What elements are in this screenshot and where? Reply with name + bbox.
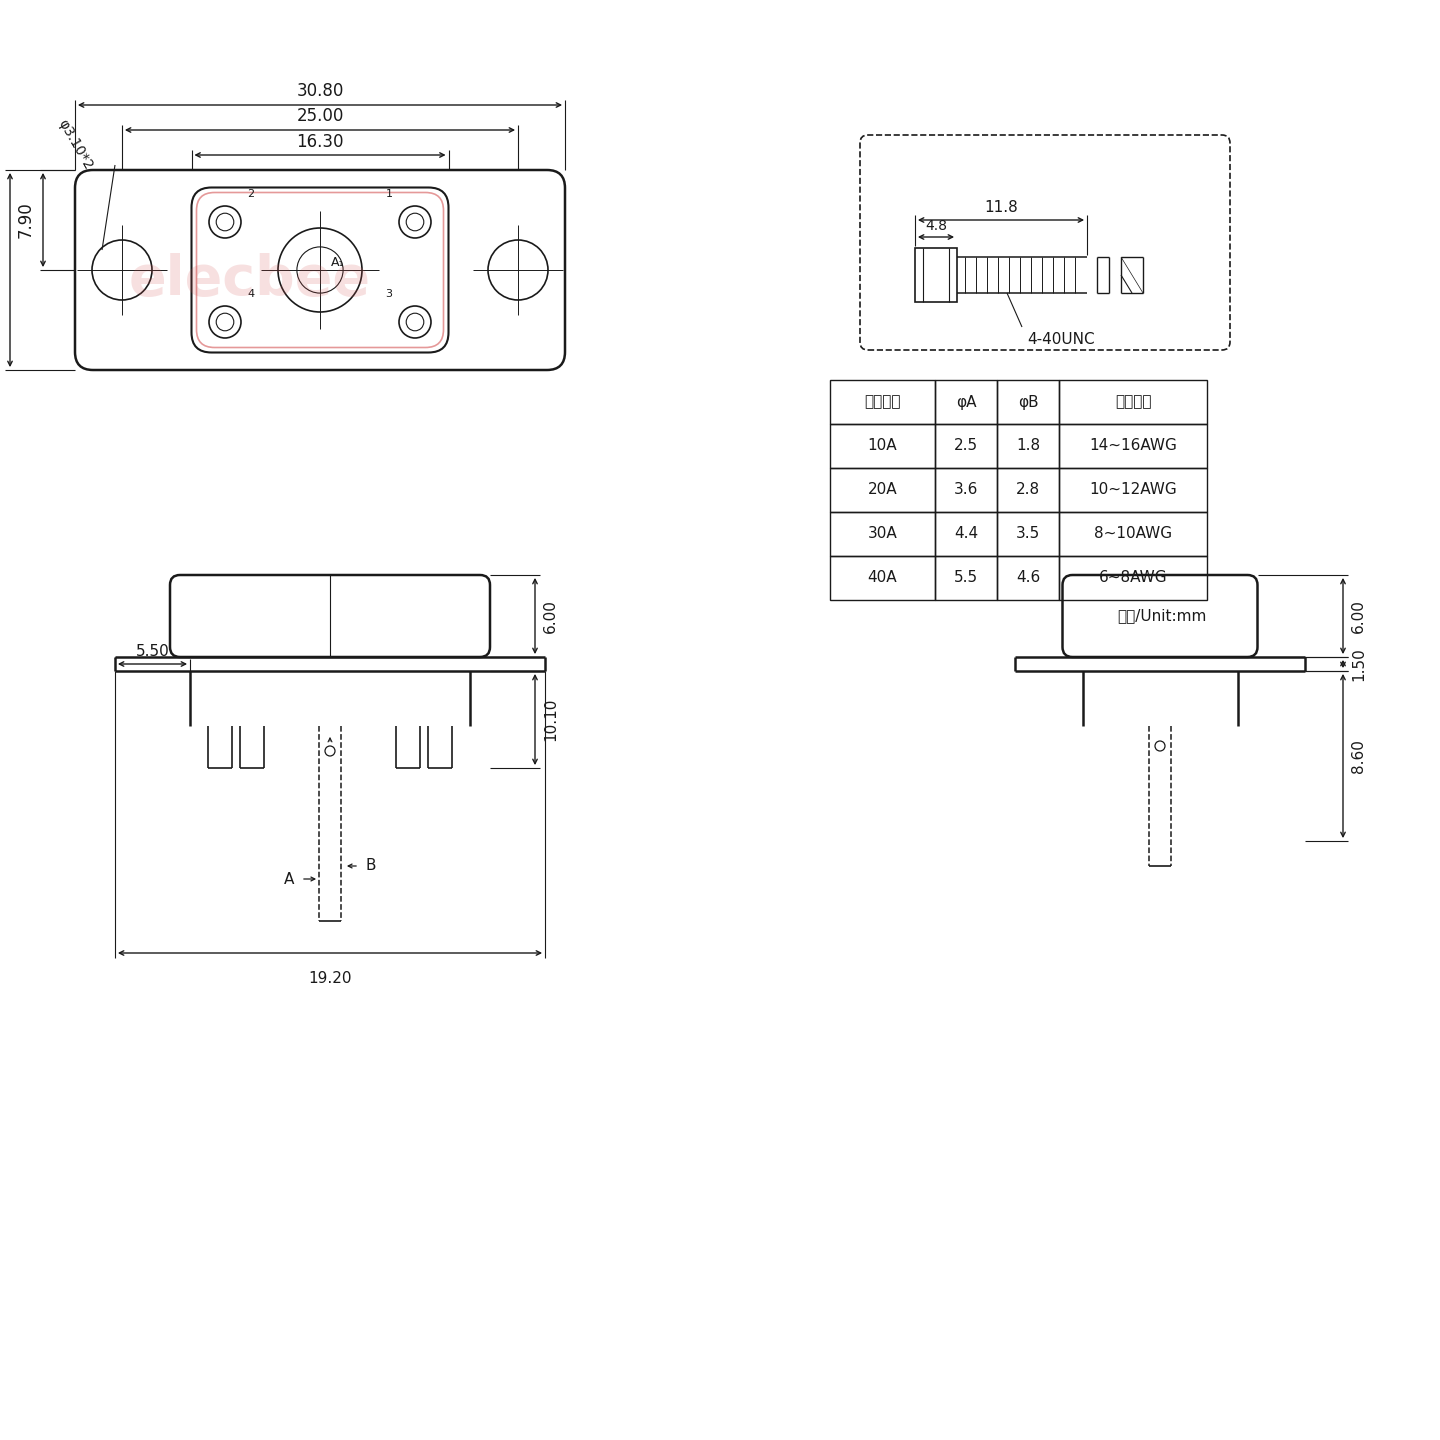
Text: elecbee: elecbee xyxy=(130,253,372,307)
Text: 4.4: 4.4 xyxy=(953,527,978,541)
Bar xyxy=(996,513,1058,556)
Text: 7.90: 7.90 xyxy=(17,202,35,239)
Text: 10~12AWG: 10~12AWG xyxy=(1089,482,1176,497)
Bar xyxy=(1058,468,1207,513)
Text: 30.80: 30.80 xyxy=(297,82,344,99)
Text: 30A: 30A xyxy=(868,527,897,541)
Text: 4.6: 4.6 xyxy=(1015,570,1040,586)
Text: 5.50: 5.50 xyxy=(135,644,170,660)
Bar xyxy=(996,380,1058,423)
Text: 8~10AWG: 8~10AWG xyxy=(1094,527,1172,541)
Text: 11.8: 11.8 xyxy=(984,200,1018,215)
Text: 3.5: 3.5 xyxy=(1015,527,1040,541)
Bar xyxy=(1058,556,1207,600)
Text: φA: φA xyxy=(956,395,976,409)
Text: 2: 2 xyxy=(248,189,255,199)
Text: 10A: 10A xyxy=(868,439,897,454)
Text: 6.00: 6.00 xyxy=(543,599,559,634)
Bar xyxy=(829,380,935,423)
Bar xyxy=(996,556,1058,600)
Text: 3.6: 3.6 xyxy=(953,482,978,497)
Bar xyxy=(996,423,1058,468)
Text: A: A xyxy=(284,871,294,887)
Text: 1.8: 1.8 xyxy=(1017,439,1040,454)
Bar xyxy=(1058,380,1207,423)
Text: 1.50: 1.50 xyxy=(1351,647,1367,681)
Bar xyxy=(829,423,935,468)
Text: 线材规格: 线材规格 xyxy=(1115,395,1151,409)
Text: B: B xyxy=(366,858,376,874)
Text: 2.5: 2.5 xyxy=(953,439,978,454)
Text: 4-40UNC: 4-40UNC xyxy=(1027,333,1094,347)
Text: 16.30: 16.30 xyxy=(297,132,344,151)
Text: 14~16AWG: 14~16AWG xyxy=(1089,439,1176,454)
Bar xyxy=(935,556,996,600)
Text: φ3.10*2: φ3.10*2 xyxy=(55,118,95,173)
Text: A₁: A₁ xyxy=(331,255,344,268)
Bar xyxy=(1058,423,1207,468)
Text: 6.00: 6.00 xyxy=(1351,599,1367,634)
Bar xyxy=(829,468,935,513)
Bar xyxy=(829,556,935,600)
Text: 3: 3 xyxy=(386,289,393,300)
Text: 4: 4 xyxy=(248,289,255,300)
Text: 40A: 40A xyxy=(868,570,897,586)
Text: 25.00: 25.00 xyxy=(297,107,344,125)
Text: φB: φB xyxy=(1018,395,1038,409)
Bar xyxy=(935,423,996,468)
Text: 额定电流: 额定电流 xyxy=(864,395,901,409)
Bar xyxy=(935,513,996,556)
Text: 10.10: 10.10 xyxy=(543,698,559,742)
Bar xyxy=(829,513,935,556)
Bar xyxy=(1058,513,1207,556)
Text: 单位/Unit:mm: 单位/Unit:mm xyxy=(1117,608,1207,624)
Text: 5.5: 5.5 xyxy=(953,570,978,586)
Text: 4.8: 4.8 xyxy=(924,219,948,233)
Bar xyxy=(935,468,996,513)
Bar xyxy=(935,380,996,423)
Text: 6~8AWG: 6~8AWG xyxy=(1099,570,1168,586)
Bar xyxy=(996,468,1058,513)
Text: 1: 1 xyxy=(386,189,393,199)
Text: 12.50: 12.50 xyxy=(0,246,1,294)
Text: 8.60: 8.60 xyxy=(1351,739,1367,773)
Text: 2.8: 2.8 xyxy=(1017,482,1040,497)
Text: 20A: 20A xyxy=(868,482,897,497)
Text: 19.20: 19.20 xyxy=(308,971,351,986)
